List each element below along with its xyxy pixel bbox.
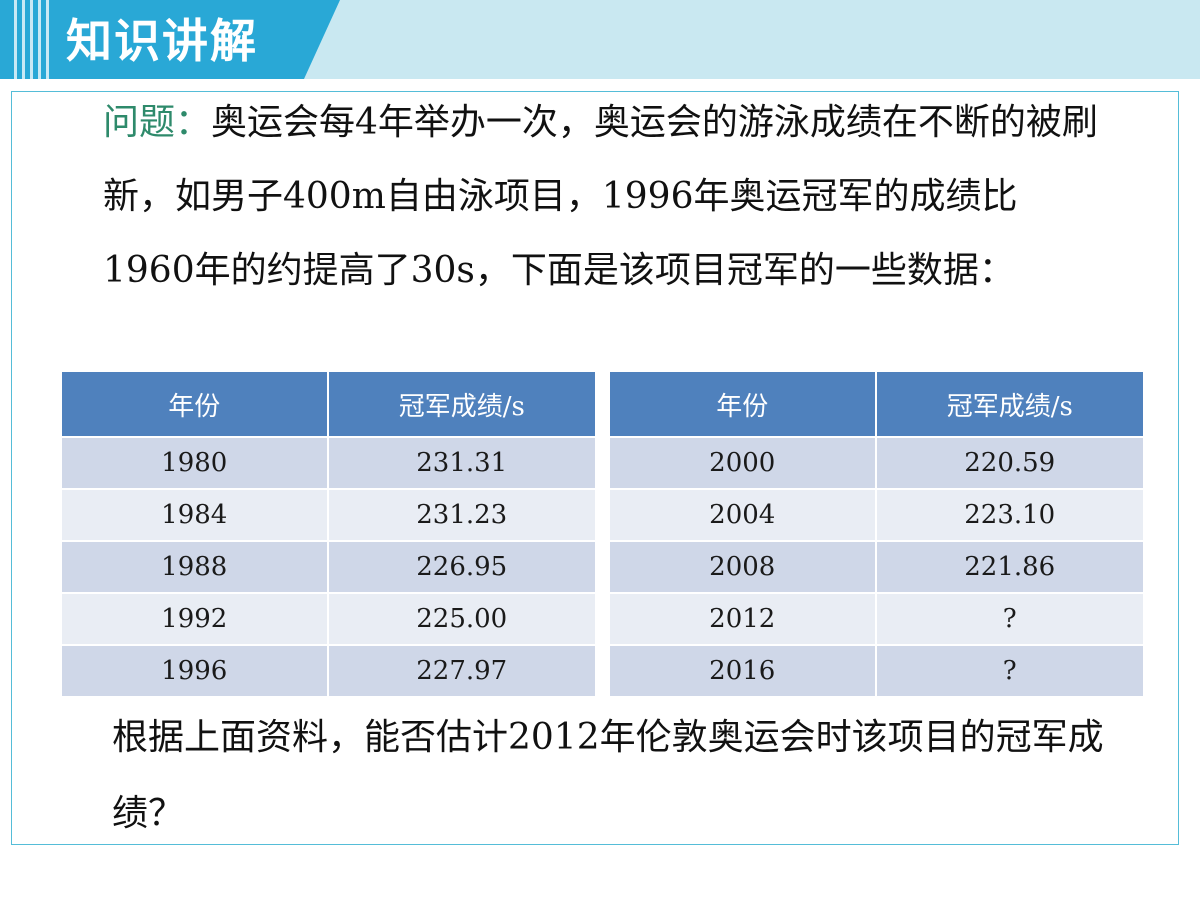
year-cell: 1984	[62, 490, 329, 540]
year-cell: 1988	[62, 542, 329, 592]
result-cell: 231.31	[328, 438, 595, 488]
problem-label: 问题：	[103, 102, 212, 143]
year-cell: 1996	[62, 646, 329, 696]
year-cell: 1992	[62, 594, 329, 644]
column-header-year: 年份	[62, 372, 329, 436]
results-table-right: 年份 冠军成绩/s 2000 220.59 2004 223.10 2008 2…	[610, 370, 1143, 698]
table-row: 1984 231.23	[62, 490, 595, 540]
results-table-left: 年份 冠军成绩/s 1980 231.31 1984 231.23 1988 2…	[62, 370, 595, 698]
result-cell: 220.59	[876, 438, 1143, 488]
table-row: 2016 ?	[610, 646, 1143, 696]
table-header-row: 年份 冠军成绩/s	[610, 372, 1143, 436]
table-row: 2012 ?	[610, 594, 1143, 644]
content-frame	[11, 91, 1179, 845]
table-row: 1996 227.97	[62, 646, 595, 696]
table-row: 2004 223.10	[610, 490, 1143, 540]
page-title: 知识讲解	[66, 14, 258, 68]
result-cell: 225.00	[328, 594, 595, 644]
year-cell: 2008	[610, 542, 877, 592]
header-banner	[0, 0, 340, 79]
table-row: 1980 231.31	[62, 438, 595, 488]
problem-statement: 问题：奥运会每4年举办一次，奥运会的游泳成绩在不断的被刷新，如男子400m自由泳…	[103, 86, 1103, 308]
table-header-row: 年份 冠军成绩/s	[62, 372, 595, 436]
result-cell: ?	[876, 594, 1143, 644]
problem-text: 奥运会每4年举办一次，奥运会的游泳成绩在不断的被刷新，如男子400m自由泳项目，…	[103, 102, 1098, 291]
column-header-result: 冠军成绩/s	[876, 372, 1143, 436]
question-text: 根据上面资料，能否估计2012年伦敦奥运会时该项目的冠军成绩？	[112, 717, 1104, 834]
year-cell: 1980	[62, 438, 329, 488]
result-cell: ?	[876, 646, 1143, 696]
year-cell: 2016	[610, 646, 877, 696]
column-header-result: 冠军成绩/s	[328, 372, 595, 436]
table-row: 2008 221.86	[610, 542, 1143, 592]
result-cell: 231.23	[328, 490, 595, 540]
result-cell: 226.95	[328, 542, 595, 592]
year-cell: 2004	[610, 490, 877, 540]
table-row: 2000 220.59	[610, 438, 1143, 488]
year-cell: 2012	[610, 594, 877, 644]
result-cell: 227.97	[328, 646, 595, 696]
result-cell: 223.10	[876, 490, 1143, 540]
result-cell: 221.86	[876, 542, 1143, 592]
table-row: 1988 226.95	[62, 542, 595, 592]
column-header-year: 年份	[610, 372, 877, 436]
year-cell: 2000	[610, 438, 877, 488]
table-row: 1992 225.00	[62, 594, 595, 644]
